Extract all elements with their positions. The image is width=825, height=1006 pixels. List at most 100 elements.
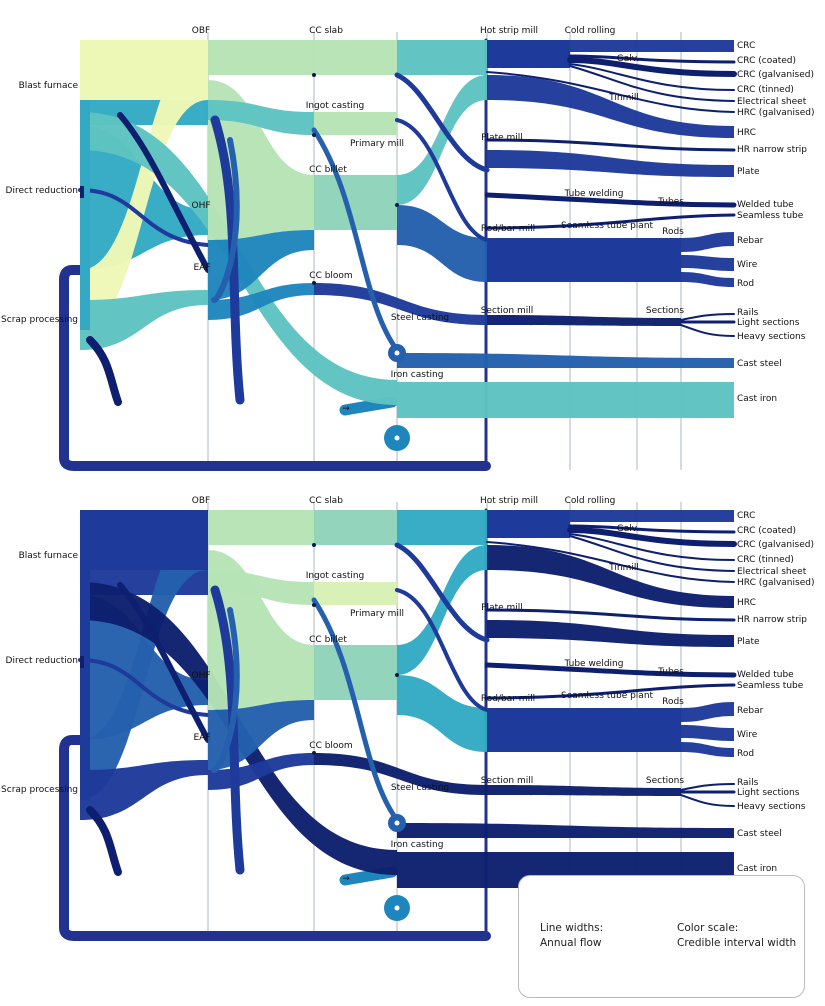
flow-slab-mid [314, 40, 397, 75]
label-tinmill: Tinmill [608, 563, 639, 573]
flow-obf-slab [208, 40, 314, 75]
label-seamless-tube: Seamless tube [737, 681, 804, 691]
iron-casting-dot [394, 905, 400, 911]
flow-slab-mid [314, 510, 397, 545]
label-section-mill: Section mill [481, 306, 534, 316]
label-hr-narrow-strip: HR narrow strip [737, 145, 807, 155]
label-tubes: Tubes [657, 667, 684, 677]
flow-rails [680, 313, 735, 321]
flow-ohf-ingot [208, 570, 314, 605]
flow-scrap-loss [86, 806, 122, 876]
label-rails: Rails [737, 778, 759, 788]
label-hr-narrow-strip: HR narrow strip [737, 615, 807, 625]
label-ingot-casting: Ingot casting [306, 571, 365, 581]
node-hot-strip-mill [487, 40, 570, 68]
label-eaf: EAF [193, 263, 210, 273]
scrap-loop [59, 265, 491, 471]
node-rod-bar-mill [487, 708, 681, 752]
flow-ohf-eaf [211, 607, 240, 773]
flow-sections [487, 785, 681, 796]
label-sections: Sections [646, 306, 684, 316]
label-rebar: Rebar [737, 236, 764, 246]
flow-bf-ohf-thin [117, 582, 211, 743]
label-plate: Plate [737, 637, 760, 647]
flow-billet-rod [397, 205, 487, 282]
node-blast-furnace [80, 40, 208, 100]
label-sections: Sections [646, 776, 684, 786]
flow-hrc [487, 545, 734, 608]
label-cc-bloom: CC bloom [309, 741, 352, 751]
flow-welded-tube [484, 662, 737, 678]
flow-ohf-eaf [211, 137, 240, 303]
flow-crc-galvanised [567, 57, 737, 77]
junction-dot-0 [312, 543, 316, 547]
label-electrical-sheet: Electrical sheet [737, 97, 807, 107]
flow-scrap-obf [80, 40, 208, 330]
label-rails: Rails [737, 308, 759, 318]
label-blast-furnace: Blast furnace [19, 551, 79, 561]
scrap-loop [59, 735, 491, 941]
flow-rebar [681, 232, 734, 252]
flow-billet-mid [314, 645, 397, 700]
label-light-sections: Light sections [737, 318, 800, 328]
label-rebar: Rebar [737, 706, 764, 716]
label-hrc: HRC [737, 128, 756, 138]
flow-ohf-ingot [208, 100, 314, 135]
flow-ingot-primary [314, 112, 397, 135]
label-cc-billet: CC billet [309, 165, 347, 175]
label-galv: Galv. [617, 54, 639, 64]
flow-bf-ohf-thin [117, 112, 211, 273]
flow-plate [487, 150, 734, 177]
flow-rod [681, 742, 734, 757]
flow-sections [487, 315, 681, 326]
flow-hrc-galvanised [486, 71, 735, 113]
flow-wire [681, 725, 734, 741]
label-tubes: Tubes [657, 197, 684, 207]
flow-slab-hsm [397, 510, 487, 545]
flow-slab-hsm [397, 40, 487, 75]
node-hot-strip-mill [487, 510, 570, 538]
iron-casting-dot [394, 435, 400, 441]
label-arrow: → [342, 404, 350, 414]
label-crc-galvanised: CRC (galvanised) [737, 540, 814, 550]
label-hrc: HRC [737, 598, 756, 608]
label-welded-tube: Welded tube [737, 200, 794, 210]
legend-line-widths-title: Line widths: [540, 922, 604, 934]
label-tube-welding: Tube welding [564, 659, 624, 669]
label-steel-casting: Steel casting [391, 313, 449, 323]
legend-line-widths: Line widths: Annual flow [540, 921, 603, 951]
flow-crc-tinned [569, 63, 735, 91]
steel-casting-dot [394, 820, 400, 826]
legend-annual-flow: Annual flow [540, 937, 602, 949]
label-iron-casting: Iron casting [391, 370, 444, 380]
flow-steel-casting [311, 127, 400, 353]
label-crc-tinned: CRC (tinned) [737, 85, 794, 95]
label-crc-tinned: CRC (tinned) [737, 555, 794, 565]
label-rod-bar-mill: Rod/bar mill [481, 694, 535, 704]
label-light-sections: Light sections [737, 788, 800, 798]
steel-casting-dot [394, 350, 400, 356]
junction-dot-3 [395, 203, 399, 207]
label-ohf: OHF [191, 671, 210, 681]
label-cold-rolling: Cold rolling [565, 26, 616, 36]
flow-hr-narrow-strip [485, 138, 736, 152]
legend-color-scale-title: Color scale: [677, 922, 739, 934]
flow-steel-casting [311, 597, 400, 823]
label-rods: Rods [662, 697, 684, 707]
label-rod-bar-mill: Rod/bar mill [481, 224, 535, 234]
node-blast-furnace [80, 510, 208, 570]
label-seamless-tube-plant: Seamless tube plant [561, 221, 654, 231]
label-rod: Rod [737, 749, 754, 759]
label-steel-casting: Steel casting [391, 783, 449, 793]
flow-primary-rod [395, 118, 489, 242]
label-heavy-sections: Heavy sections [737, 332, 806, 342]
label-blast-furnace: Blast furnace [19, 81, 79, 91]
flow-bloom-section [314, 283, 487, 325]
flow-ingot-primary [314, 582, 397, 605]
junction-dot-2 [312, 751, 316, 755]
node-direct-reduction [80, 186, 84, 198]
label-rod: Rod [737, 279, 754, 289]
label-cold-rolling: Cold rolling [565, 496, 616, 506]
flow-plate [487, 620, 734, 647]
flow-cast-iron [397, 382, 734, 418]
